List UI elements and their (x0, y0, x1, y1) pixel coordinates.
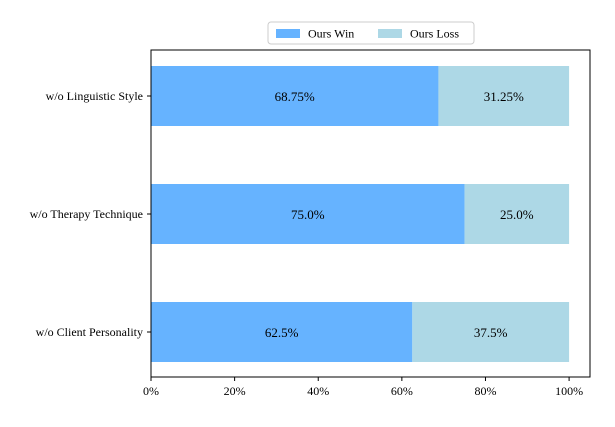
bars: 68.75% 31.25% 75.0% 25.0% 62.5% 37.5% (151, 66, 570, 362)
bar-loss-3 (412, 302, 570, 362)
legend-label-loss: Ours Loss (410, 27, 459, 41)
bar-win-2 (151, 184, 465, 244)
legend: Ours Win Ours Loss (267, 21, 475, 45)
legend-swatch-loss (378, 29, 402, 38)
legend-box (267, 21, 475, 45)
y-tick-label: w/o Linguistic Style (46, 89, 143, 103)
y-tick-label: w/o Therapy Technique (30, 207, 143, 221)
bar-loss-2 (464, 184, 570, 244)
bar-value-label: 68.75% (275, 89, 315, 104)
bar-value-label: 31.25% (484, 89, 524, 104)
x-tick-label: 100% (555, 384, 583, 398)
bar-value-label: 25.0% (500, 207, 534, 222)
x-tick-label: 80% (474, 384, 496, 398)
y-tick-label: w/o Client Personality (36, 325, 143, 339)
bar-win-3 (151, 302, 413, 362)
x-tick-label: 60% (391, 384, 413, 398)
legend-label-win: Ours Win (308, 27, 354, 41)
x-tick-label: 40% (307, 384, 329, 398)
bar-win-1 (151, 66, 439, 126)
bar-value-label: 37.5% (474, 325, 508, 340)
axes: w/o Linguistic Style w/o Therapy Techniqu… (30, 49, 591, 398)
bar-loss-1 (438, 66, 570, 126)
x-tick-label: 20% (224, 384, 246, 398)
legend-swatch-win (276, 29, 300, 38)
bar-value-label: 62.5% (265, 325, 299, 340)
x-tick-label: 0% (143, 384, 159, 398)
bar-value-label: 75.0% (291, 207, 325, 222)
